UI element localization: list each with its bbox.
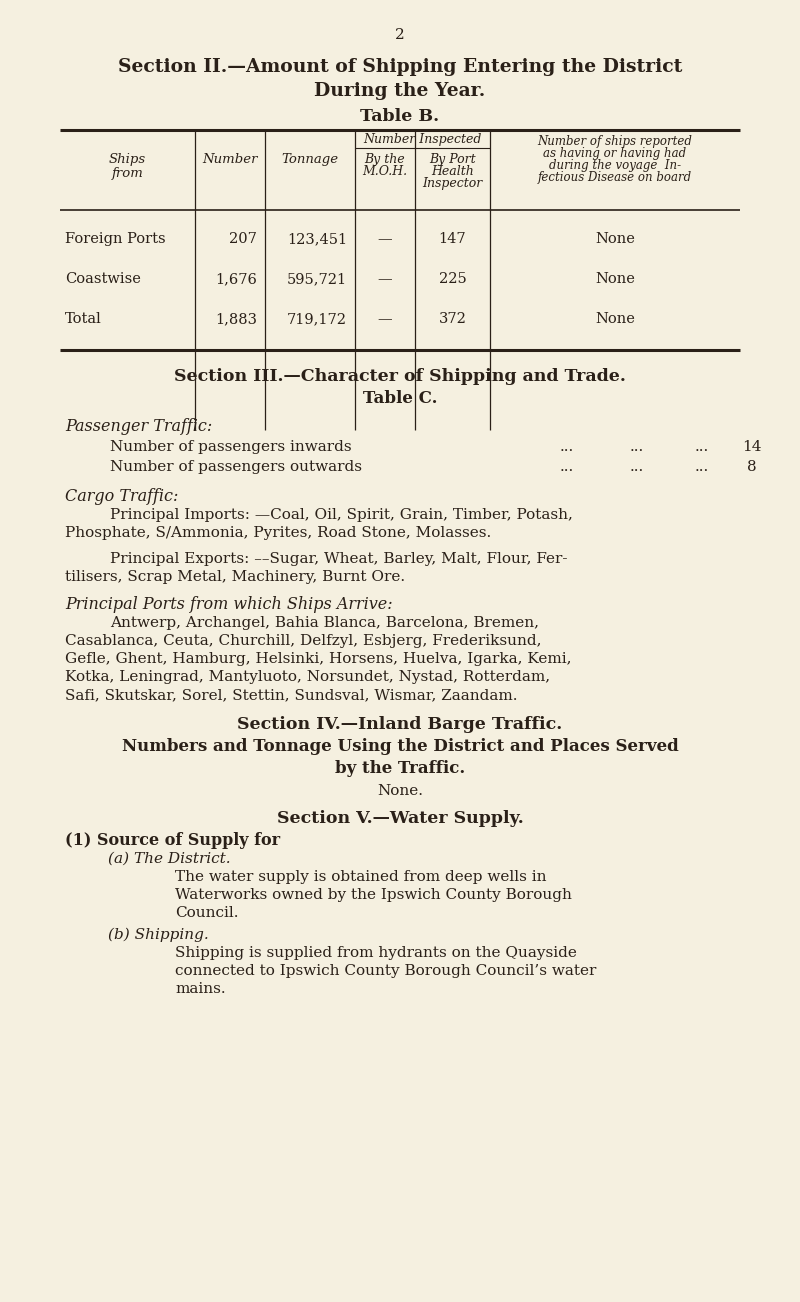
Text: Passenger Traffic:: Passenger Traffic: bbox=[65, 418, 212, 435]
Text: Antwerp, Archangel, Bahia Blanca, Barcelona, Bremen,: Antwerp, Archangel, Bahia Blanca, Barcel… bbox=[110, 616, 539, 630]
Text: 207: 207 bbox=[229, 232, 257, 246]
Text: from: from bbox=[111, 167, 143, 180]
Text: 595,721: 595,721 bbox=[287, 272, 347, 286]
Text: by the Traffic.: by the Traffic. bbox=[335, 760, 465, 777]
Text: Coastwise: Coastwise bbox=[65, 272, 141, 286]
Text: Ships: Ships bbox=[109, 154, 146, 165]
Text: connected to Ipswich County Borough Council’s water: connected to Ipswich County Borough Coun… bbox=[175, 963, 596, 978]
Text: Safi, Skutskar, Sorel, Stettin, Sundsval, Wismar, Zaandam.: Safi, Skutskar, Sorel, Stettin, Sundsval… bbox=[65, 687, 518, 702]
Text: Principal Ports from which Ships Arrive:: Principal Ports from which Ships Arrive: bbox=[65, 596, 393, 613]
Text: Table B.: Table B. bbox=[361, 108, 439, 125]
Text: 8: 8 bbox=[747, 460, 757, 474]
Text: fectious Disease on board: fectious Disease on board bbox=[538, 171, 692, 184]
Text: None: None bbox=[595, 312, 635, 326]
Text: Inspector: Inspector bbox=[422, 177, 482, 190]
Text: Numbers and Tonnage Using the District and Places Served: Numbers and Tonnage Using the District a… bbox=[122, 738, 678, 755]
Text: Waterworks owned by the Ipswich County Borough: Waterworks owned by the Ipswich County B… bbox=[175, 888, 572, 902]
Text: —: — bbox=[378, 272, 392, 286]
Text: 719,172: 719,172 bbox=[287, 312, 347, 326]
Text: ...: ... bbox=[560, 440, 574, 454]
Text: Total: Total bbox=[65, 312, 102, 326]
Text: None: None bbox=[595, 272, 635, 286]
Text: 372: 372 bbox=[438, 312, 466, 326]
Text: ...: ... bbox=[560, 460, 574, 474]
Text: None: None bbox=[595, 232, 635, 246]
Text: 123,451: 123,451 bbox=[287, 232, 347, 246]
Text: Casablanca, Ceuta, Churchill, Delfzyl, Esbjerg, Frederiksund,: Casablanca, Ceuta, Churchill, Delfzyl, E… bbox=[65, 634, 542, 648]
Text: ...: ... bbox=[695, 460, 710, 474]
Text: Section III.—Character of Shipping and Trade.: Section III.—Character of Shipping and T… bbox=[174, 368, 626, 385]
Text: Table C.: Table C. bbox=[362, 391, 438, 408]
Text: None.: None. bbox=[377, 784, 423, 798]
Text: By Port: By Port bbox=[429, 154, 476, 165]
Text: Principal Imports: —Coal, Oil, Spirit, Grain, Timber, Potash,: Principal Imports: —Coal, Oil, Spirit, G… bbox=[110, 508, 573, 522]
Text: tilisers, Scrap Metal, Machinery, Burnt Ore.: tilisers, Scrap Metal, Machinery, Burnt … bbox=[65, 570, 405, 585]
Text: Health: Health bbox=[431, 165, 474, 178]
Text: (b) Shipping.: (b) Shipping. bbox=[108, 928, 209, 943]
Text: ...: ... bbox=[630, 440, 644, 454]
Text: By the: By the bbox=[365, 154, 406, 165]
Text: Number: Number bbox=[202, 154, 258, 165]
Text: Council.: Council. bbox=[175, 906, 238, 921]
Text: ...: ... bbox=[695, 440, 710, 454]
Text: Tonnage: Tonnage bbox=[282, 154, 338, 165]
Text: 147: 147 bbox=[438, 232, 466, 246]
Text: Section V.—Water Supply.: Section V.—Water Supply. bbox=[277, 810, 523, 827]
Text: The water supply is obtained from deep wells in: The water supply is obtained from deep w… bbox=[175, 870, 546, 884]
Text: Shipping is supplied from hydrants on the Quayside: Shipping is supplied from hydrants on th… bbox=[175, 947, 577, 960]
Text: Section IV.—Inland Barge Traffic.: Section IV.—Inland Barge Traffic. bbox=[238, 716, 562, 733]
Text: Section II.—Amount of Shipping Entering the District: Section II.—Amount of Shipping Entering … bbox=[118, 59, 682, 76]
Text: —: — bbox=[378, 232, 392, 246]
Text: 14: 14 bbox=[742, 440, 762, 454]
Text: during the voyage  In-: during the voyage In- bbox=[549, 159, 681, 172]
Text: During the Year.: During the Year. bbox=[314, 82, 486, 100]
Text: —: — bbox=[378, 312, 392, 326]
Text: Number of passengers outwards: Number of passengers outwards bbox=[110, 460, 362, 474]
Text: mains.: mains. bbox=[175, 982, 226, 996]
Text: as having or having had: as having or having had bbox=[543, 147, 686, 160]
Text: Gefle, Ghent, Hamburg, Helsinki, Horsens, Huelva, Igarka, Kemi,: Gefle, Ghent, Hamburg, Helsinki, Horsens… bbox=[65, 652, 571, 667]
Text: (1) Source of Supply for: (1) Source of Supply for bbox=[65, 832, 280, 849]
Text: ...: ... bbox=[630, 460, 644, 474]
Text: M.O.H.: M.O.H. bbox=[362, 165, 407, 178]
Text: Principal Exports: ––Sugar, Wheat, Barley, Malt, Flour, Fer-: Principal Exports: ––Sugar, Wheat, Barle… bbox=[110, 552, 567, 566]
Text: Number of ships reported: Number of ships reported bbox=[538, 135, 693, 148]
Text: Cargo Traffic:: Cargo Traffic: bbox=[65, 488, 178, 505]
Text: 2: 2 bbox=[395, 29, 405, 42]
Text: 225: 225 bbox=[438, 272, 466, 286]
Text: Phosphate, S/Ammonia, Pyrites, Road Stone, Molasses.: Phosphate, S/Ammonia, Pyrites, Road Ston… bbox=[65, 526, 491, 540]
Text: Number Inspected: Number Inspected bbox=[363, 133, 482, 146]
Text: Number of passengers inwards: Number of passengers inwards bbox=[110, 440, 352, 454]
Text: Kotka, Leningrad, Mantyluoto, Norsundet, Nystad, Rotterdam,: Kotka, Leningrad, Mantyluoto, Norsundet,… bbox=[65, 671, 550, 684]
Text: Foreign Ports: Foreign Ports bbox=[65, 232, 166, 246]
Text: (a) The District.: (a) The District. bbox=[108, 852, 230, 866]
Text: 1,676: 1,676 bbox=[215, 272, 257, 286]
Text: 1,883: 1,883 bbox=[215, 312, 257, 326]
